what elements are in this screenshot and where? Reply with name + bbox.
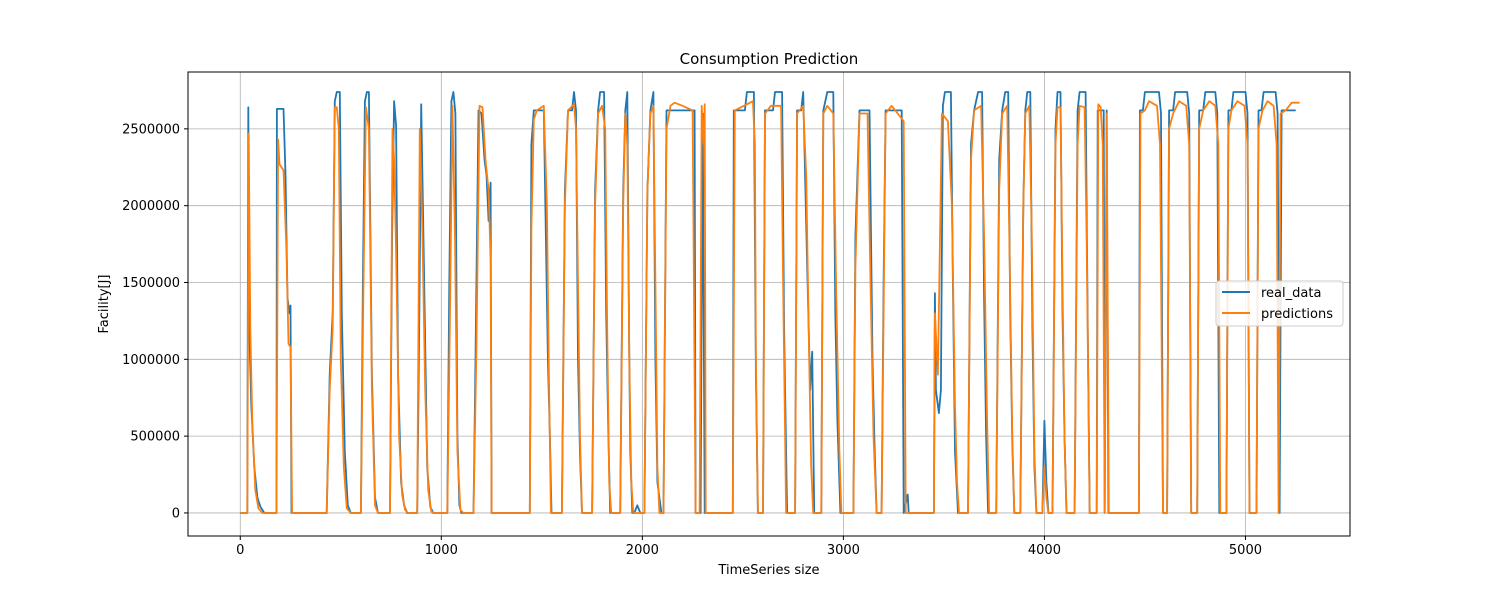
y-tick-label: 1000000 xyxy=(122,353,180,368)
legend: real_data predictions xyxy=(1215,280,1344,327)
y-tick-label: 2500000 xyxy=(122,122,180,137)
x-tick-label: 2000 xyxy=(626,543,659,558)
y-tick-label: 1500000 xyxy=(122,276,180,291)
axis-ticks: 0 1000 2000 3000 4000 5000 0 500000 1000000 15000… xyxy=(122,122,1262,558)
x-tick-label: 3000 xyxy=(827,543,860,558)
plot-frame xyxy=(187,71,1351,537)
grid xyxy=(188,72,1350,536)
y-tick-label: 500000 xyxy=(130,430,180,445)
y-tick-label: 0 xyxy=(172,506,180,521)
x-axis-label: TimeSeries size xyxy=(717,563,819,578)
y-tick-label: 2000000 xyxy=(122,199,180,214)
x-tick-label: 5000 xyxy=(1229,543,1262,558)
y-axis-label: Facility[J] xyxy=(97,274,112,333)
legend-label-real-data: real_data xyxy=(1261,286,1321,301)
series-line-predictions xyxy=(240,100,1300,514)
x-tick-label: 1000 xyxy=(425,543,458,558)
series-lines xyxy=(240,91,1300,514)
x-tick-label: 0 xyxy=(236,543,244,558)
x-tick-label: 4000 xyxy=(1028,543,1061,558)
chart-title: Consumption Prediction xyxy=(680,50,859,68)
legend-label-predictions: predictions xyxy=(1261,307,1333,322)
